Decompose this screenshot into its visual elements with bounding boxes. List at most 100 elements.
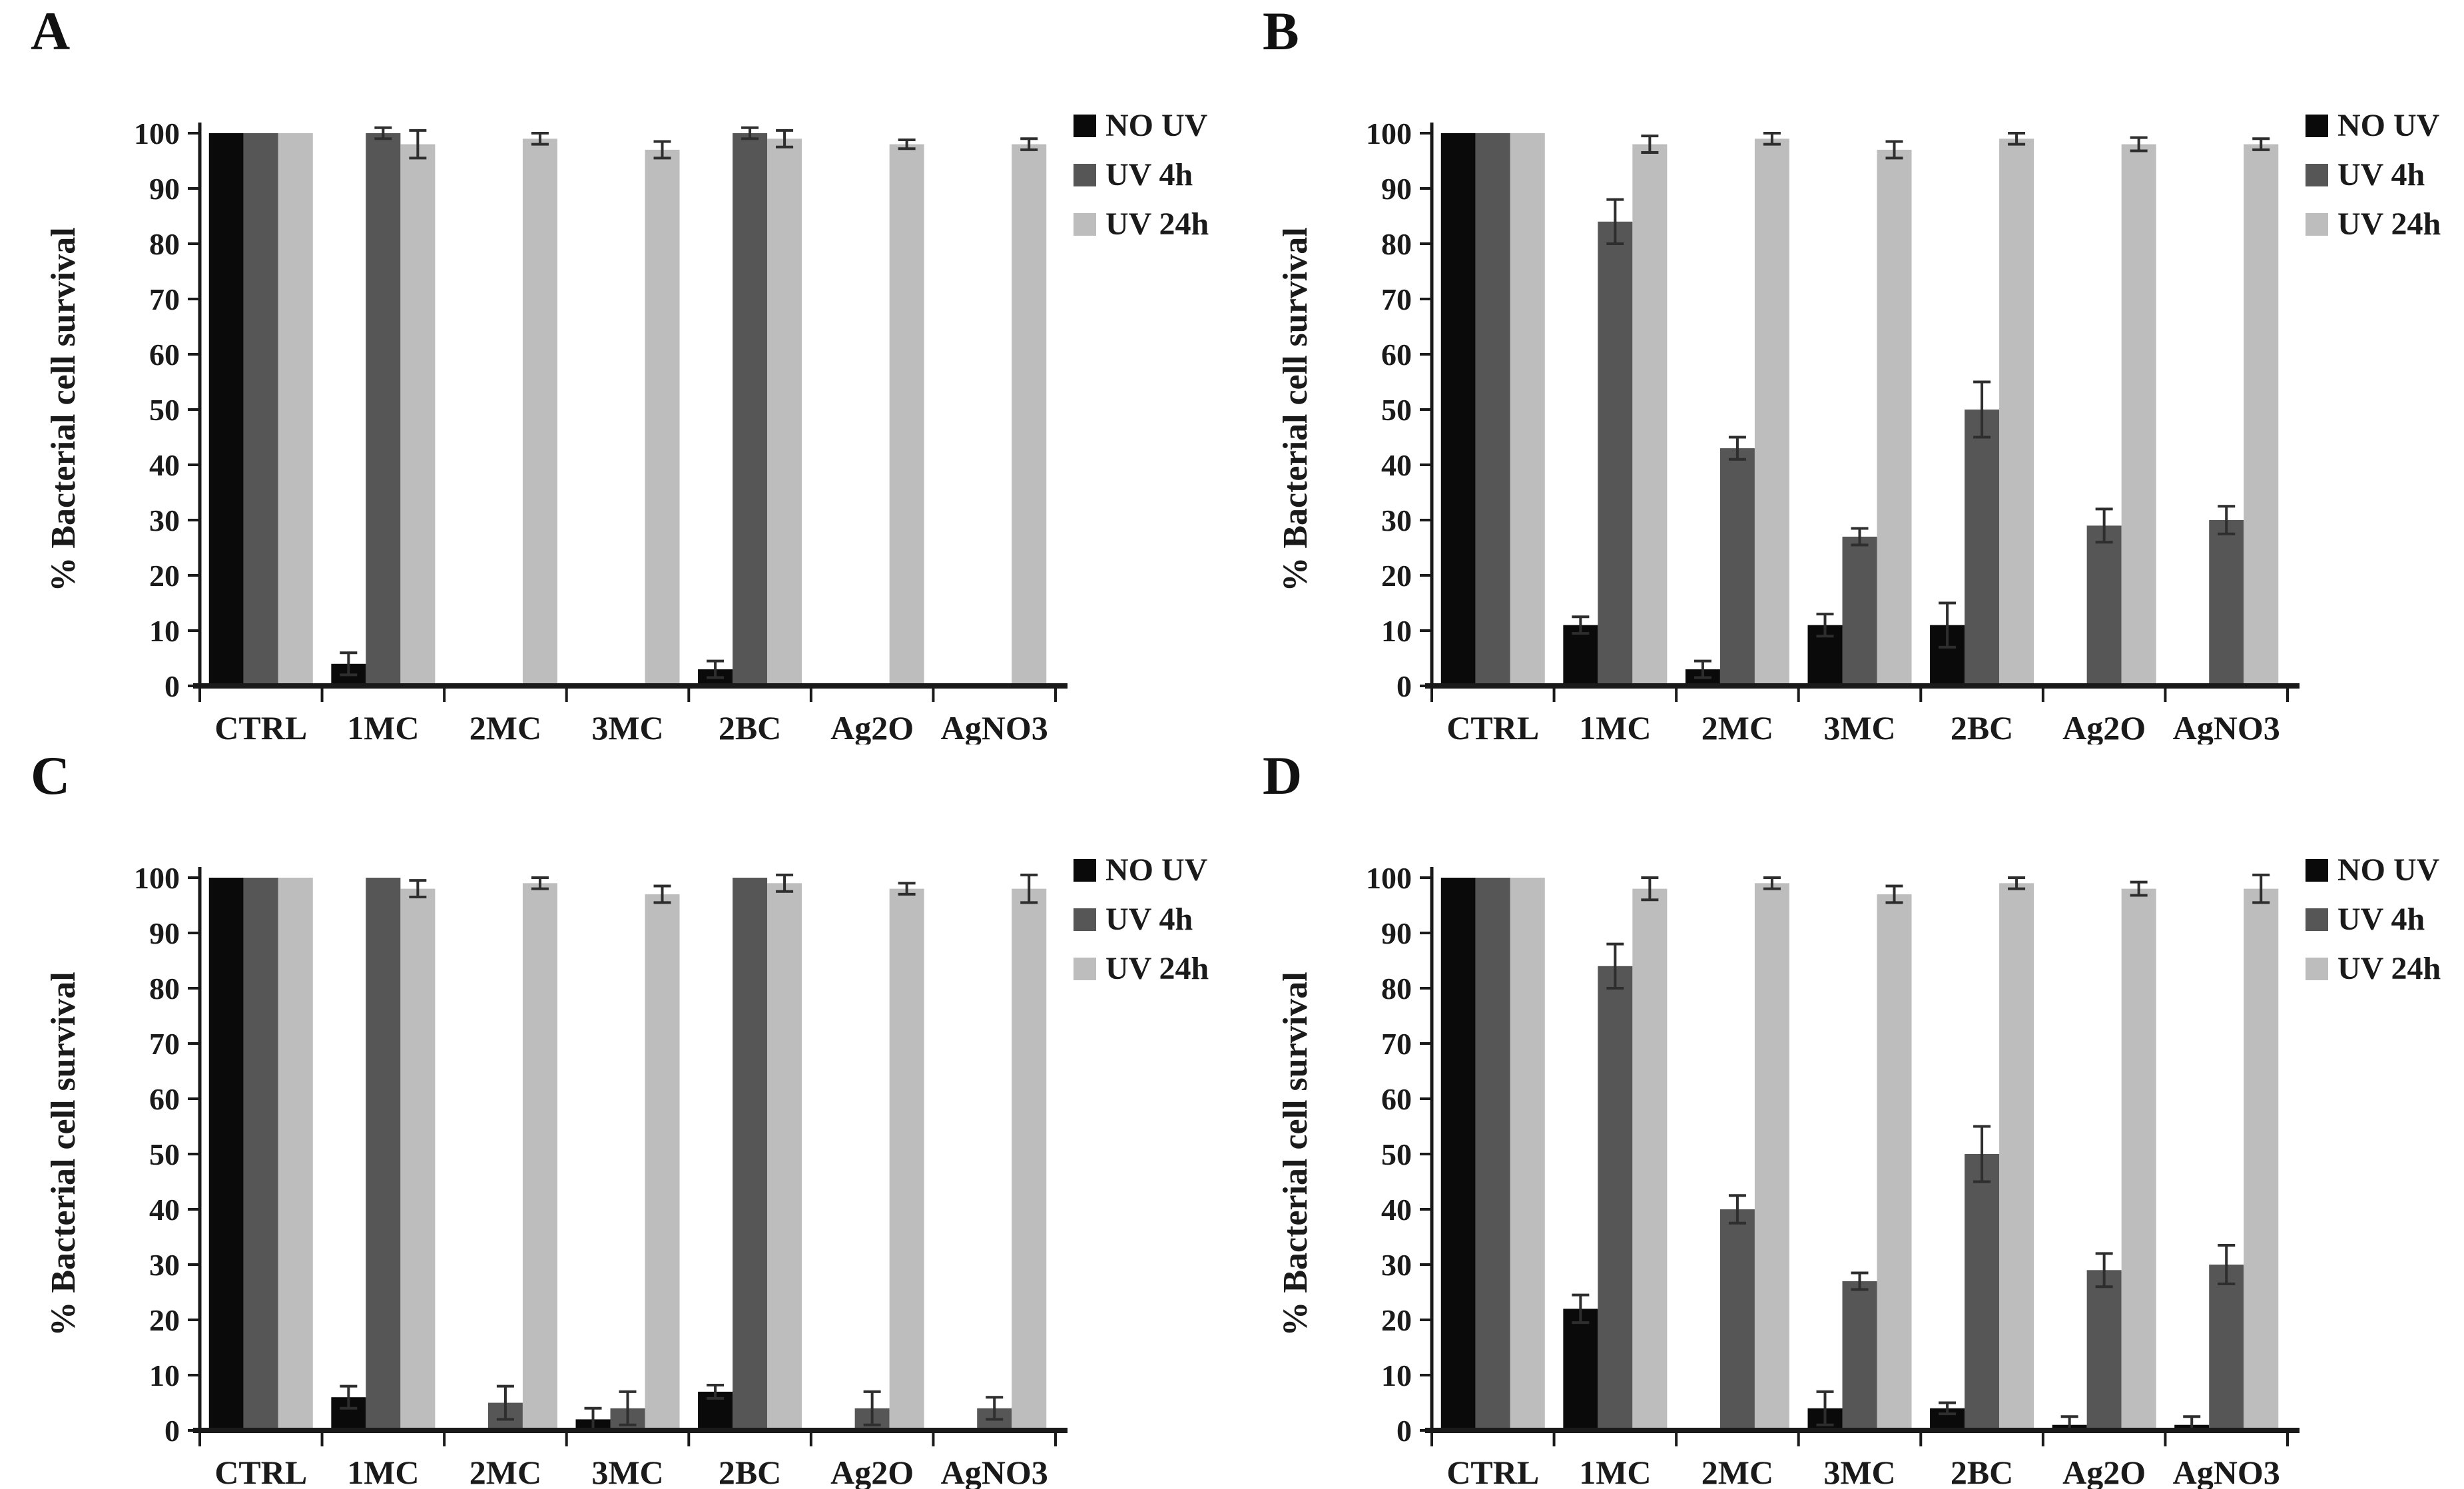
category-label: AgNO3 [2173, 1454, 2280, 1489]
bar [2086, 1270, 2122, 1430]
legend-label: UV 4h [1105, 902, 1193, 937]
category-label: CTRL [1446, 1454, 1539, 1489]
legend-swatch [1074, 908, 1096, 931]
y-tick-label: 50 [149, 1137, 180, 1171]
bar [1475, 133, 1510, 686]
legend-label: NO UV [1105, 108, 1208, 143]
bar [733, 133, 768, 686]
error-bar [1763, 876, 1781, 890]
error-bar [531, 876, 549, 890]
y-tick-label: 80 [149, 227, 180, 261]
error-bar [1816, 1390, 1834, 1426]
error-bar [1728, 1194, 1746, 1225]
category-label: 1MC [347, 1454, 419, 1489]
error-bar [1763, 132, 1781, 146]
bar [1563, 625, 1598, 686]
category-label: Ag2O [2062, 709, 2146, 744]
bar [1877, 149, 1912, 686]
y-tick-label: 70 [149, 1027, 180, 1061]
panel-b-chart: 0 10 20 30 40 50 60 70 80 90 100 CTRL 1MC 2MC 3MC 2BC Ag… [1277, 108, 2441, 744]
legend-label: UV 24h [1105, 951, 1209, 986]
legend-label: NO UV [2337, 108, 2440, 143]
y-tick-label: 10 [1381, 614, 1412, 648]
bar [1632, 888, 1668, 1430]
panel-a: A 0 10 20 30 40 50 60 70 80 90 100 CTRL 1MC 2MC 3MC 2BC… [0, 0, 1232, 745]
legend-swatch [2306, 115, 2328, 137]
bar [400, 144, 436, 687]
error-bar [496, 1384, 514, 1421]
panel-c-label: C [31, 745, 71, 806]
y-tick-label: 100 [1366, 117, 1412, 150]
category-label: CTRL [214, 1454, 307, 1489]
bar [243, 878, 278, 1430]
error-bar [707, 659, 725, 679]
y-tick-label: 90 [149, 172, 180, 206]
category-label: AgNO3 [941, 1454, 1048, 1489]
y-tick-label: 0 [164, 1414, 180, 1448]
y-tick-label: 40 [149, 448, 180, 482]
bar [278, 133, 313, 686]
error-bar [653, 140, 671, 160]
y-tick-label: 10 [149, 614, 180, 648]
error-bar [409, 129, 427, 160]
bar [243, 133, 278, 686]
error-bar [898, 882, 916, 896]
bar [1877, 894, 1912, 1430]
error-bar [1939, 601, 1957, 649]
y-tick-label: 0 [164, 669, 180, 703]
error-bar [1973, 380, 1991, 439]
error-bar [776, 873, 794, 893]
error-bar [1020, 873, 1038, 904]
bar [2209, 520, 2244, 686]
category-label: AgNO3 [941, 709, 1048, 744]
bar [1965, 410, 2000, 686]
panel-b-label: B [1263, 1, 1299, 61]
error-bar [653, 884, 671, 904]
y-tick-label: 30 [1381, 1248, 1412, 1282]
bar [2209, 1265, 2244, 1430]
legend-swatch [2306, 213, 2328, 236]
category-label: Ag2O [830, 1454, 914, 1489]
y-tick-label: 60 [149, 338, 180, 372]
panel-c: C 0 10 20 30 40 50 60 70 80 90 100 CTRL 1MC 2MC 3MC 2BC… [0, 744, 1232, 1489]
legend-label: UV 4h [2337, 157, 2425, 192]
error-bar [1939, 1401, 1957, 1416]
bar [1965, 1154, 2000, 1430]
bar [1440, 878, 1476, 1430]
y-tick-label: 80 [1381, 972, 1412, 1006]
bar [767, 883, 802, 1430]
y-tick-label: 60 [1381, 338, 1412, 372]
legend-label: UV 4h [1105, 157, 1193, 192]
bar [400, 888, 436, 1430]
bar [1842, 536, 1877, 686]
legend-swatch [1074, 213, 1096, 236]
panel-c-chart: 0 10 20 30 40 50 60 70 80 90 100 CTRL 1MC 2MC 3MC 2BC Ag… [45, 852, 1209, 1489]
y-tick-label: 90 [149, 916, 180, 950]
error-bar [1572, 615, 1590, 635]
category-label: 3MC [1823, 1454, 1895, 1489]
category-label: Ag2O [2062, 1454, 2146, 1489]
y-tick-label: 20 [149, 1303, 180, 1337]
bar [767, 139, 802, 687]
bar [1510, 133, 1545, 686]
category-label: 2BC [1951, 1454, 2013, 1489]
error-bar [340, 1384, 358, 1410]
y-axis-title: % Bacterial cell survival [45, 972, 83, 1336]
bar [1842, 1281, 1877, 1430]
y-tick-label: 90 [1381, 916, 1412, 950]
y-tick-label: 40 [149, 1193, 180, 1227]
error-bar [1885, 884, 1903, 904]
category-label: 2MC [1701, 709, 1773, 744]
bar [1012, 144, 1047, 687]
bar [366, 133, 401, 686]
bar [1999, 883, 2034, 1430]
panel-d-label: D [1263, 745, 1303, 806]
error-bar [2130, 136, 2148, 152]
bar [2244, 888, 2279, 1430]
y-tick-label: 80 [149, 972, 180, 1006]
legend-label: UV 24h [2337, 206, 2441, 242]
error-bar [2008, 132, 2026, 146]
legend-swatch [2306, 164, 2328, 186]
error-bar [986, 1396, 1004, 1421]
error-bar [1641, 135, 1659, 154]
